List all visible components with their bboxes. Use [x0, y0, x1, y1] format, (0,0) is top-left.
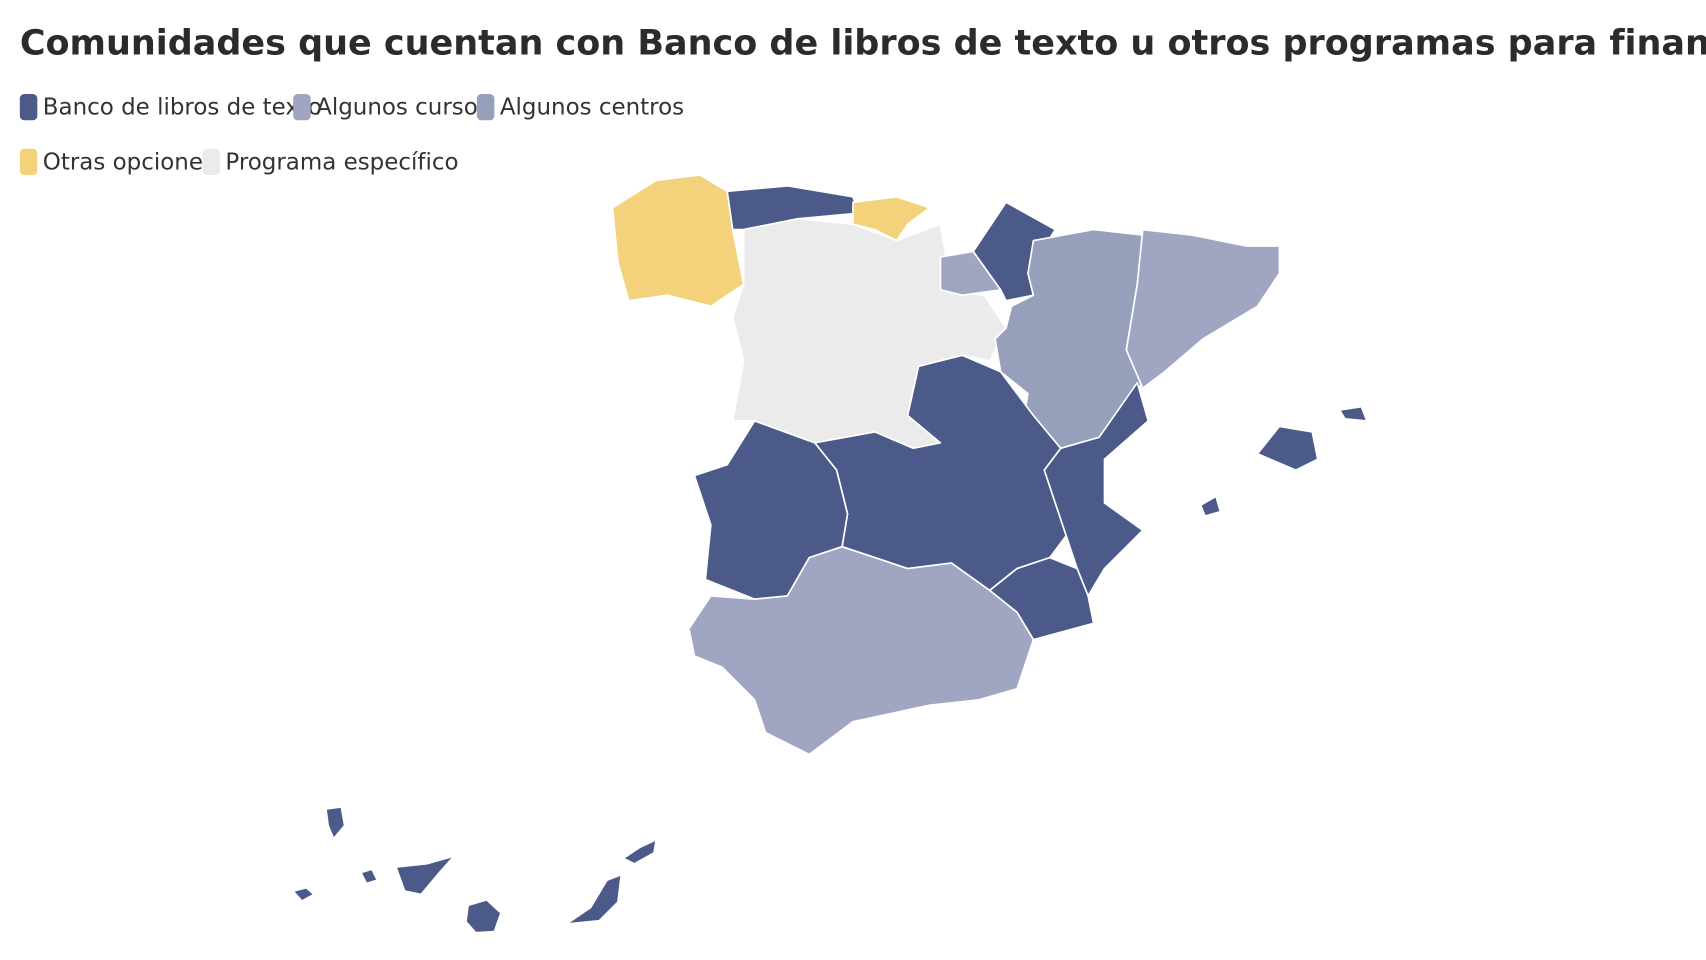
region [292, 806, 658, 934]
legend-label: Algunos cursos [316, 95, 490, 121]
map [292, 174, 1368, 934]
region-shape [1043, 381, 1150, 597]
legend-label: Algunos centros [500, 95, 684, 121]
region-shape [726, 185, 860, 231]
region-shape [325, 806, 346, 840]
region [1043, 381, 1150, 597]
region-shape [611, 174, 745, 307]
region-shape [465, 899, 502, 934]
region [611, 174, 745, 307]
region-shape [622, 838, 658, 865]
legend-swatch [293, 94, 311, 121]
legend-swatch [476, 94, 495, 121]
region-shape [292, 887, 315, 902]
region [1199, 405, 1368, 517]
region-shape [1199, 495, 1222, 517]
region-shape [1256, 425, 1319, 471]
region-shape [395, 855, 455, 896]
region-shape [1125, 228, 1281, 389]
region [726, 185, 860, 231]
legend-swatch [19, 94, 38, 121]
region-shape [1338, 405, 1368, 422]
legend-label: Otras opciones [43, 149, 215, 175]
region [939, 250, 1002, 297]
region-shape [939, 250, 1002, 297]
region-shape [688, 545, 1035, 756]
legend-swatch [202, 148, 220, 175]
region [1125, 228, 1281, 389]
region-shape [565, 873, 623, 925]
map-title: Comunidades que cuentan con Banco de lib… [20, 24, 1706, 64]
region [688, 545, 1035, 756]
region-shape [360, 868, 379, 885]
legend-swatch [19, 148, 38, 175]
legend-label: Banco de libros de texto [43, 95, 322, 121]
legend-label: Programa específico [225, 149, 458, 175]
